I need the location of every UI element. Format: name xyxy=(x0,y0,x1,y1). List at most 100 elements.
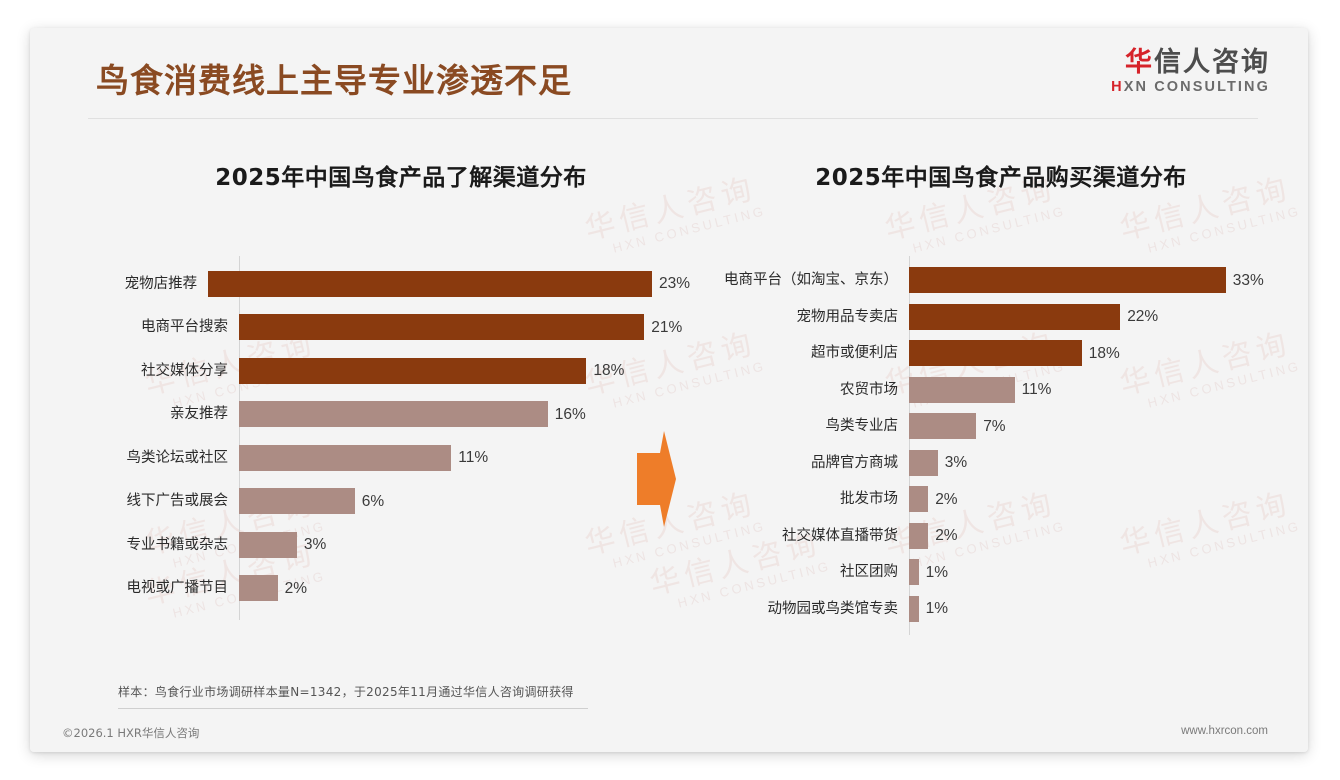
bar-row: 电商平台搜索 21% xyxy=(90,306,690,350)
bar-value-label: 33% xyxy=(1232,271,1264,289)
chart-panel-awareness: 2025年中国鸟食产品了解渠道分布 宠物店推荐 23% 电商平台搜索 21% 社交媒体分… xyxy=(90,158,690,620)
bar-track: 1% xyxy=(909,591,1290,627)
bar-value-label: 18% xyxy=(1088,344,1120,362)
page-title: 鸟食消费线上主导专业渗透不足 xyxy=(96,61,572,100)
bar-fill xyxy=(909,267,1226,294)
bar-fill xyxy=(909,595,919,622)
bar-category-label: 社区团购 xyxy=(840,564,898,580)
chart-axis-left xyxy=(239,256,240,620)
header-divider xyxy=(88,118,1258,119)
footnote: 样本：鸟食行业市场调研样本量N=1342，于2025年11月通过华信人咨询调研获… xyxy=(118,683,1218,709)
bar-row: 社交媒体直播带货 2% xyxy=(690,518,1290,555)
bar-row: 线下广告或展会 6% xyxy=(90,480,690,524)
bar-value-label: 22% xyxy=(1127,308,1159,325)
bar-category-label: 超市或便利店 xyxy=(811,345,898,361)
bar-track: 3% xyxy=(239,527,690,563)
bar-row: 社交媒体分享 18% xyxy=(90,349,690,393)
bar-value-label: 18% xyxy=(593,362,625,379)
logo-chinese-text: 华信人咨询 xyxy=(1111,47,1270,78)
footnote-divider xyxy=(118,708,588,709)
bar-row: 电视或广播节目 2% xyxy=(90,567,690,611)
chart-title-left: 2025年中国鸟食产品了解渠道分布 xyxy=(215,165,587,191)
bar-fill xyxy=(239,575,278,602)
bar-category-label: 社交媒体直播带货 xyxy=(782,527,898,544)
bar-track: 1% xyxy=(909,554,1290,590)
slide-card: 华信人咨询 HXN CONSULTING 华信人咨询 HXN CONSULTING 华信… xyxy=(30,28,1308,752)
bar-fill xyxy=(909,413,977,440)
bar-track: 2% xyxy=(239,570,690,606)
bar-value-label: 3% xyxy=(944,454,968,471)
bar-category-label: 电商平台（如淘宝、京东） xyxy=(724,272,898,288)
bar-category-label: 社交媒体分享 xyxy=(141,362,228,379)
bar-value-label: 16% xyxy=(554,405,586,423)
chart-panel-purchase: 2025年中国鸟食产品购买渠道分布 电商平台（如淘宝、京东） 33% 宠物用品专卖店… xyxy=(690,158,1290,635)
company-logo: 华信人咨询 HXN CONSULTING xyxy=(1111,47,1270,95)
logo-en-rest: XN CONSULTING xyxy=(1123,79,1270,96)
bar-track: 18% xyxy=(239,353,690,389)
bar-category-label: 鸟类专业店 xyxy=(825,418,899,434)
bar-row: 品牌官方商城 3% xyxy=(690,445,1290,482)
bar-track: 2% xyxy=(909,518,1290,554)
bar-track: 11% xyxy=(909,372,1290,408)
bar-track: 16% xyxy=(239,396,690,432)
bar-fill xyxy=(239,531,297,558)
bar-row: 电商平台（如淘宝、京东） 33% xyxy=(690,262,1290,299)
bar-value-label: 11% xyxy=(458,449,489,466)
bar-fill xyxy=(909,303,1121,330)
bar-value-label: 6% xyxy=(361,492,385,510)
bar-category-label: 线下广告或展会 xyxy=(126,493,229,509)
bar-track: 33% xyxy=(909,262,1290,298)
bar-fill xyxy=(909,340,1082,367)
logo-cn-rest: 信人咨询 xyxy=(1154,47,1270,78)
bar-row: 亲友推荐 16% xyxy=(90,393,690,437)
footer-website[interactable]: www.hxrcon.com xyxy=(1181,725,1268,737)
bar-track: 22% xyxy=(909,299,1290,335)
bar-row: 专业书籍或杂志 3% xyxy=(90,523,690,567)
bar-category-label: 电商平台搜索 xyxy=(141,319,228,335)
bar-row: 社区团购 1% xyxy=(690,554,1290,591)
bar-fill xyxy=(909,522,929,549)
bar-fill xyxy=(239,357,587,384)
logo-english-text: HXN CONSULTING xyxy=(1111,79,1270,95)
bar-row: 鸟类论坛或社区 11% xyxy=(90,436,690,480)
bar-value-label: 7% xyxy=(983,417,1006,435)
bar-fill xyxy=(909,486,929,513)
logo-cn-highlight: 华 xyxy=(1125,47,1154,78)
bar-fill xyxy=(239,444,452,471)
bar-value-label: 11% xyxy=(1021,381,1052,398)
bar-fill xyxy=(208,270,652,297)
bar-value-label: 21% xyxy=(651,318,683,336)
bar-value-label: 2% xyxy=(935,527,958,544)
bar-row: 农贸市场 11% xyxy=(690,372,1290,409)
chart-title-right: 2025年中国鸟食产品购买渠道分布 xyxy=(815,165,1187,191)
bar-category-label: 宠物店推荐 xyxy=(124,275,198,292)
bar-row: 超市或便利店 18% xyxy=(690,335,1290,372)
bar-track: 3% xyxy=(909,445,1290,481)
bar-category-label: 专业书籍或杂志 xyxy=(126,536,229,553)
bar-track: 7% xyxy=(909,408,1290,444)
bar-category-label: 电视或广播节目 xyxy=(126,580,229,596)
bar-category-label: 动物园或鸟类馆专卖 xyxy=(767,600,899,617)
bar-fill xyxy=(909,559,919,586)
bar-value-label: 1% xyxy=(925,600,948,617)
bar-track: 21% xyxy=(239,309,690,345)
bar-row: 批发市场 2% xyxy=(690,481,1290,518)
bar-value-label: 23% xyxy=(658,275,690,292)
slide-header: 鸟食消费线上主导专业渗透不足 华信人咨询 HXN CONSULTING xyxy=(30,28,1308,120)
bar-category-label: 批发市场 xyxy=(840,491,898,507)
bar-fill xyxy=(239,314,645,341)
bar-value-label: 1% xyxy=(925,563,948,581)
logo-en-highlight: H xyxy=(1111,79,1124,96)
bar-track: 18% xyxy=(909,335,1290,371)
bar-category-label: 亲友推荐 xyxy=(170,406,228,422)
chart-axis-right xyxy=(909,256,910,635)
bar-category-label: 品牌官方商城 xyxy=(811,454,898,471)
bar-fill xyxy=(909,449,938,476)
bar-category-label: 农贸市场 xyxy=(840,381,898,398)
bar-track: 2% xyxy=(909,481,1290,517)
flow-arrow-icon xyxy=(633,429,677,529)
slide-footer: ©2026.1 HXR华信人咨询 www.hxrcon.com xyxy=(30,714,1308,752)
bar-track: 6% xyxy=(239,483,690,519)
bar-track: 23% xyxy=(208,266,690,302)
bar-chart-right: 电商平台（如淘宝、京东） 33% 宠物用品专卖店 22% 超市或便利店 18% 农贸市场 11… xyxy=(690,256,1290,635)
